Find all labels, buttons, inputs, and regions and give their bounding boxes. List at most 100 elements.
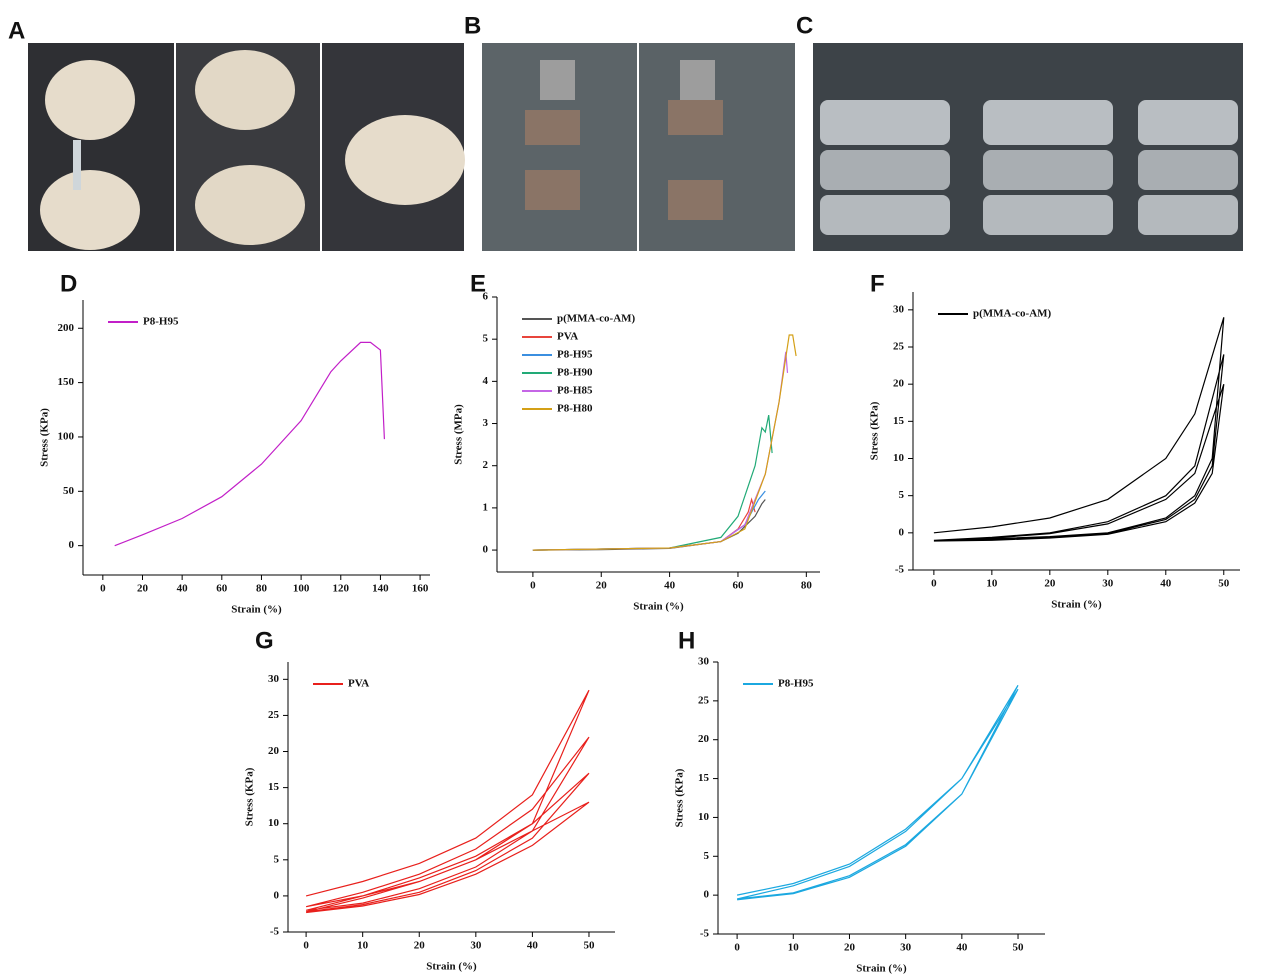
x-tick-label: 20: [414, 940, 426, 952]
legend-label: P8-H90: [557, 367, 593, 379]
x-tick-label: 60: [216, 583, 228, 595]
y-tick-label: 0: [274, 889, 280, 901]
legend-label: P8-H95: [143, 316, 179, 328]
y-tick-label: 6: [483, 291, 489, 303]
x-tick-label: 20: [1044, 578, 1056, 590]
panel-letter: F: [870, 270, 885, 297]
x-tick-label: 40: [1160, 578, 1172, 590]
y-tick-label: 50: [63, 485, 75, 497]
y-tick-label: 25: [893, 341, 905, 353]
x-tick-label: 140: [372, 583, 389, 595]
x-tick-label: 30: [900, 942, 912, 954]
y-tick-label: -5: [895, 564, 905, 576]
y-tick-label: 30: [268, 673, 280, 685]
glove: [345, 115, 465, 205]
data-line: [305, 689, 590, 914]
platen: [820, 195, 950, 235]
y-tick-label: 10: [893, 452, 905, 464]
grip: [668, 180, 723, 220]
y-axis-title: Stress (KPa): [674, 768, 686, 827]
platen: [1138, 195, 1238, 235]
y-tick-label: 5: [483, 333, 489, 345]
glove: [40, 170, 140, 250]
data-line: [736, 684, 1019, 901]
x-tick-label: 30: [470, 940, 482, 952]
x-tick-label: 40: [664, 580, 676, 592]
y-tick-label: 10: [698, 811, 710, 823]
platen: [820, 100, 950, 145]
y-tick-label: -5: [270, 926, 280, 938]
x-tick-label: 10: [788, 942, 800, 954]
y-tick-label: -5: [700, 928, 710, 940]
x-tick-label: 20: [137, 583, 149, 595]
panel-letter: C: [796, 12, 813, 39]
y-axis-title: Stress (MPa): [453, 404, 465, 465]
x-axis-title: Strain (%): [856, 963, 907, 975]
x-tick-label: 40: [527, 940, 539, 952]
photo-b: [482, 43, 795, 251]
y-tick-label: 20: [268, 745, 280, 757]
x-tick-label: 120: [333, 583, 350, 595]
legend-label: P8-H85: [557, 385, 593, 397]
data-line: [532, 414, 773, 551]
glove: [195, 165, 305, 245]
platen: [820, 150, 950, 190]
grip: [680, 60, 715, 100]
y-tick-label: 5: [704, 850, 710, 862]
y-tick-label: 30: [698, 656, 710, 668]
legend-label: p(MMA-co-AM): [557, 313, 636, 325]
platen: [983, 195, 1113, 235]
photo-c: [813, 43, 1243, 251]
platen: [983, 100, 1113, 145]
y-tick-label: 20: [893, 378, 905, 390]
y-tick-label: 30: [893, 303, 905, 315]
y-tick-label: 0: [483, 544, 489, 556]
y-tick-label: 5: [274, 853, 280, 865]
y-tick-label: 4: [483, 375, 489, 387]
y-tick-label: 1: [483, 501, 489, 513]
legend-label: P8-H95: [778, 678, 814, 690]
panel-letter: A: [8, 17, 25, 44]
x-tick-label: 10: [357, 940, 369, 952]
x-tick-label: 0: [303, 940, 309, 952]
legend-label: p(MMA-co-AM): [973, 308, 1052, 320]
x-axis-title: Strain (%): [1051, 599, 1102, 611]
y-tick-label: 3: [483, 417, 489, 429]
panel-letter: B: [464, 12, 481, 39]
panel-letter: D: [60, 270, 77, 297]
photo-a: [28, 43, 465, 251]
data-line: [532, 490, 766, 551]
y-tick-label: 5: [899, 489, 905, 501]
glove: [45, 60, 135, 140]
x-tick-label: 0: [734, 942, 740, 954]
x-tick-label: 30: [1102, 578, 1114, 590]
grip: [540, 60, 575, 100]
y-tick-label: 15: [893, 415, 905, 427]
legend-label: P8-H95: [557, 349, 593, 361]
y-tick-label: 25: [268, 709, 280, 721]
grip: [668, 100, 723, 135]
x-tick-label: 40: [177, 583, 189, 595]
data-line: [933, 317, 1225, 542]
x-tick-label: 50: [1013, 942, 1025, 954]
x-tick-label: 20: [596, 580, 608, 592]
panel-letter: H: [678, 627, 695, 654]
y-tick-label: 0: [69, 539, 75, 551]
y-tick-label: 150: [58, 376, 75, 388]
y-axis-title: Stress (KPa): [869, 401, 881, 460]
x-tick-label: 80: [256, 583, 268, 595]
y-tick-label: 200: [58, 322, 75, 334]
panel-letter: E: [470, 270, 486, 297]
x-tick-label: 20: [844, 942, 856, 954]
legend-label: P8-H80: [557, 403, 593, 415]
data-line: [532, 334, 797, 551]
x-tick-label: 0: [100, 583, 106, 595]
platen: [983, 150, 1113, 190]
x-tick-label: 0: [530, 580, 536, 592]
x-tick-label: 10: [986, 578, 998, 590]
grip: [525, 170, 580, 210]
y-tick-label: 2: [483, 459, 489, 471]
y-tick-label: 0: [704, 889, 710, 901]
data-line: [532, 351, 789, 551]
y-axis-title: Stress (KPa): [39, 408, 51, 467]
